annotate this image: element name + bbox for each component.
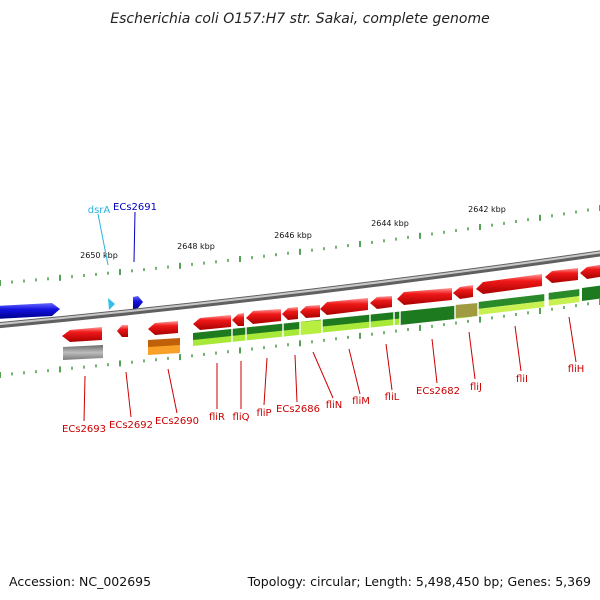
inner-scale-dots — [0, 299, 600, 378]
gene-label-ECs2690: ECs2690 — [155, 416, 199, 427]
gene-arrow-ECs2686[interactable] — [282, 307, 298, 320]
kbp-ticks: 2650 kbp 2648 kbp 2646 kbp 2644 kbp 2642… — [80, 205, 506, 260]
gene-arrow-fliM[interactable] — [320, 298, 368, 315]
gene-label-fliJ: fliJ — [470, 382, 482, 393]
gene-label-fliR: fliR — [209, 412, 225, 423]
gene-arrow-fliQ[interactable] — [232, 313, 244, 326]
kbp-tick-2642: 2642 kbp — [468, 205, 506, 214]
gene-arrow-dsrA[interactable] — [108, 298, 115, 310]
gene-label-fliI: fliI — [516, 374, 528, 385]
gene-arrow-ECs2693[interactable] — [62, 327, 102, 342]
gene-arrow-fliI[interactable] — [476, 274, 542, 294]
gene-label-fliL: fliL — [385, 392, 400, 403]
outer-scale-dots — [0, 205, 600, 286]
kbp-tick-2646: 2646 kbp — [274, 231, 312, 240]
gene-arrow-fliH[interactable] — [545, 268, 578, 283]
kbp-tick-2648: 2648 kbp — [177, 242, 215, 251]
kbp-tick-2644: 2644 kbp — [371, 219, 409, 228]
gene-label-fliH: fliH — [568, 364, 585, 375]
gene-arrow-fliP[interactable] — [246, 309, 281, 324]
gene-arrow-ECs2691[interactable] — [133, 296, 143, 309]
gene-row — [63, 285, 600, 360]
gene-box-ECs2693[interactable] — [63, 345, 103, 360]
gene-arrow-ECs2682[interactable] — [397, 288, 452, 305]
top-labels: dsrA ECs2691 — [88, 202, 157, 266]
leader-lines — [83, 316, 577, 422]
genome-backbone — [0, 250, 600, 329]
gene-label-ECs2692: ECs2692 — [109, 420, 153, 431]
gene-label-fliP: fliP — [256, 408, 271, 419]
bottom-labels: ECs2693 ECs2692 ECs2690 fliR fliQ fliP E… — [62, 364, 584, 435]
gene-arrow-next[interactable] — [580, 264, 600, 279]
gene-label-ECs2686: ECs2686 — [276, 404, 320, 415]
gene-label-fliN: fliN — [326, 400, 343, 411]
gene-arrow-fliR[interactable] — [193, 315, 231, 330]
gene-label-dsrA: dsrA — [88, 205, 111, 216]
gene-arrow-forward[interactable] — [0, 303, 60, 319]
gene-arrow-fliL[interactable] — [370, 296, 392, 309]
gene-label-ECs2691: ECs2691 — [113, 202, 157, 213]
topology-text: Topology: circular; Length: 5,498,450 bp… — [247, 574, 591, 589]
accession-text: Accession: NC_002695 — [9, 574, 151, 589]
kbp-tick-2650: 2650 kbp — [80, 251, 118, 260]
gene-label-ECs2693: ECs2693 — [62, 424, 106, 435]
gene-label-fliM: fliM — [352, 396, 370, 407]
gene-label-fliQ: fliQ — [233, 412, 250, 423]
gene-label-ECs2682: ECs2682 — [416, 386, 460, 397]
gene-arrow-fliJ[interactable] — [453, 285, 473, 299]
forward-strand — [0, 296, 143, 319]
gene-arrow-ECs2692[interactable] — [117, 325, 128, 337]
map-title: Escherichia coli O157:H7 str. Sakai, com… — [110, 11, 489, 27]
reverse-cds-row — [62, 264, 600, 342]
gene-box-ECs2690[interactable] — [148, 345, 180, 355]
gene-arrow-ECs2690[interactable] — [148, 321, 178, 335]
gene-arrow-fliN[interactable] — [300, 305, 320, 318]
